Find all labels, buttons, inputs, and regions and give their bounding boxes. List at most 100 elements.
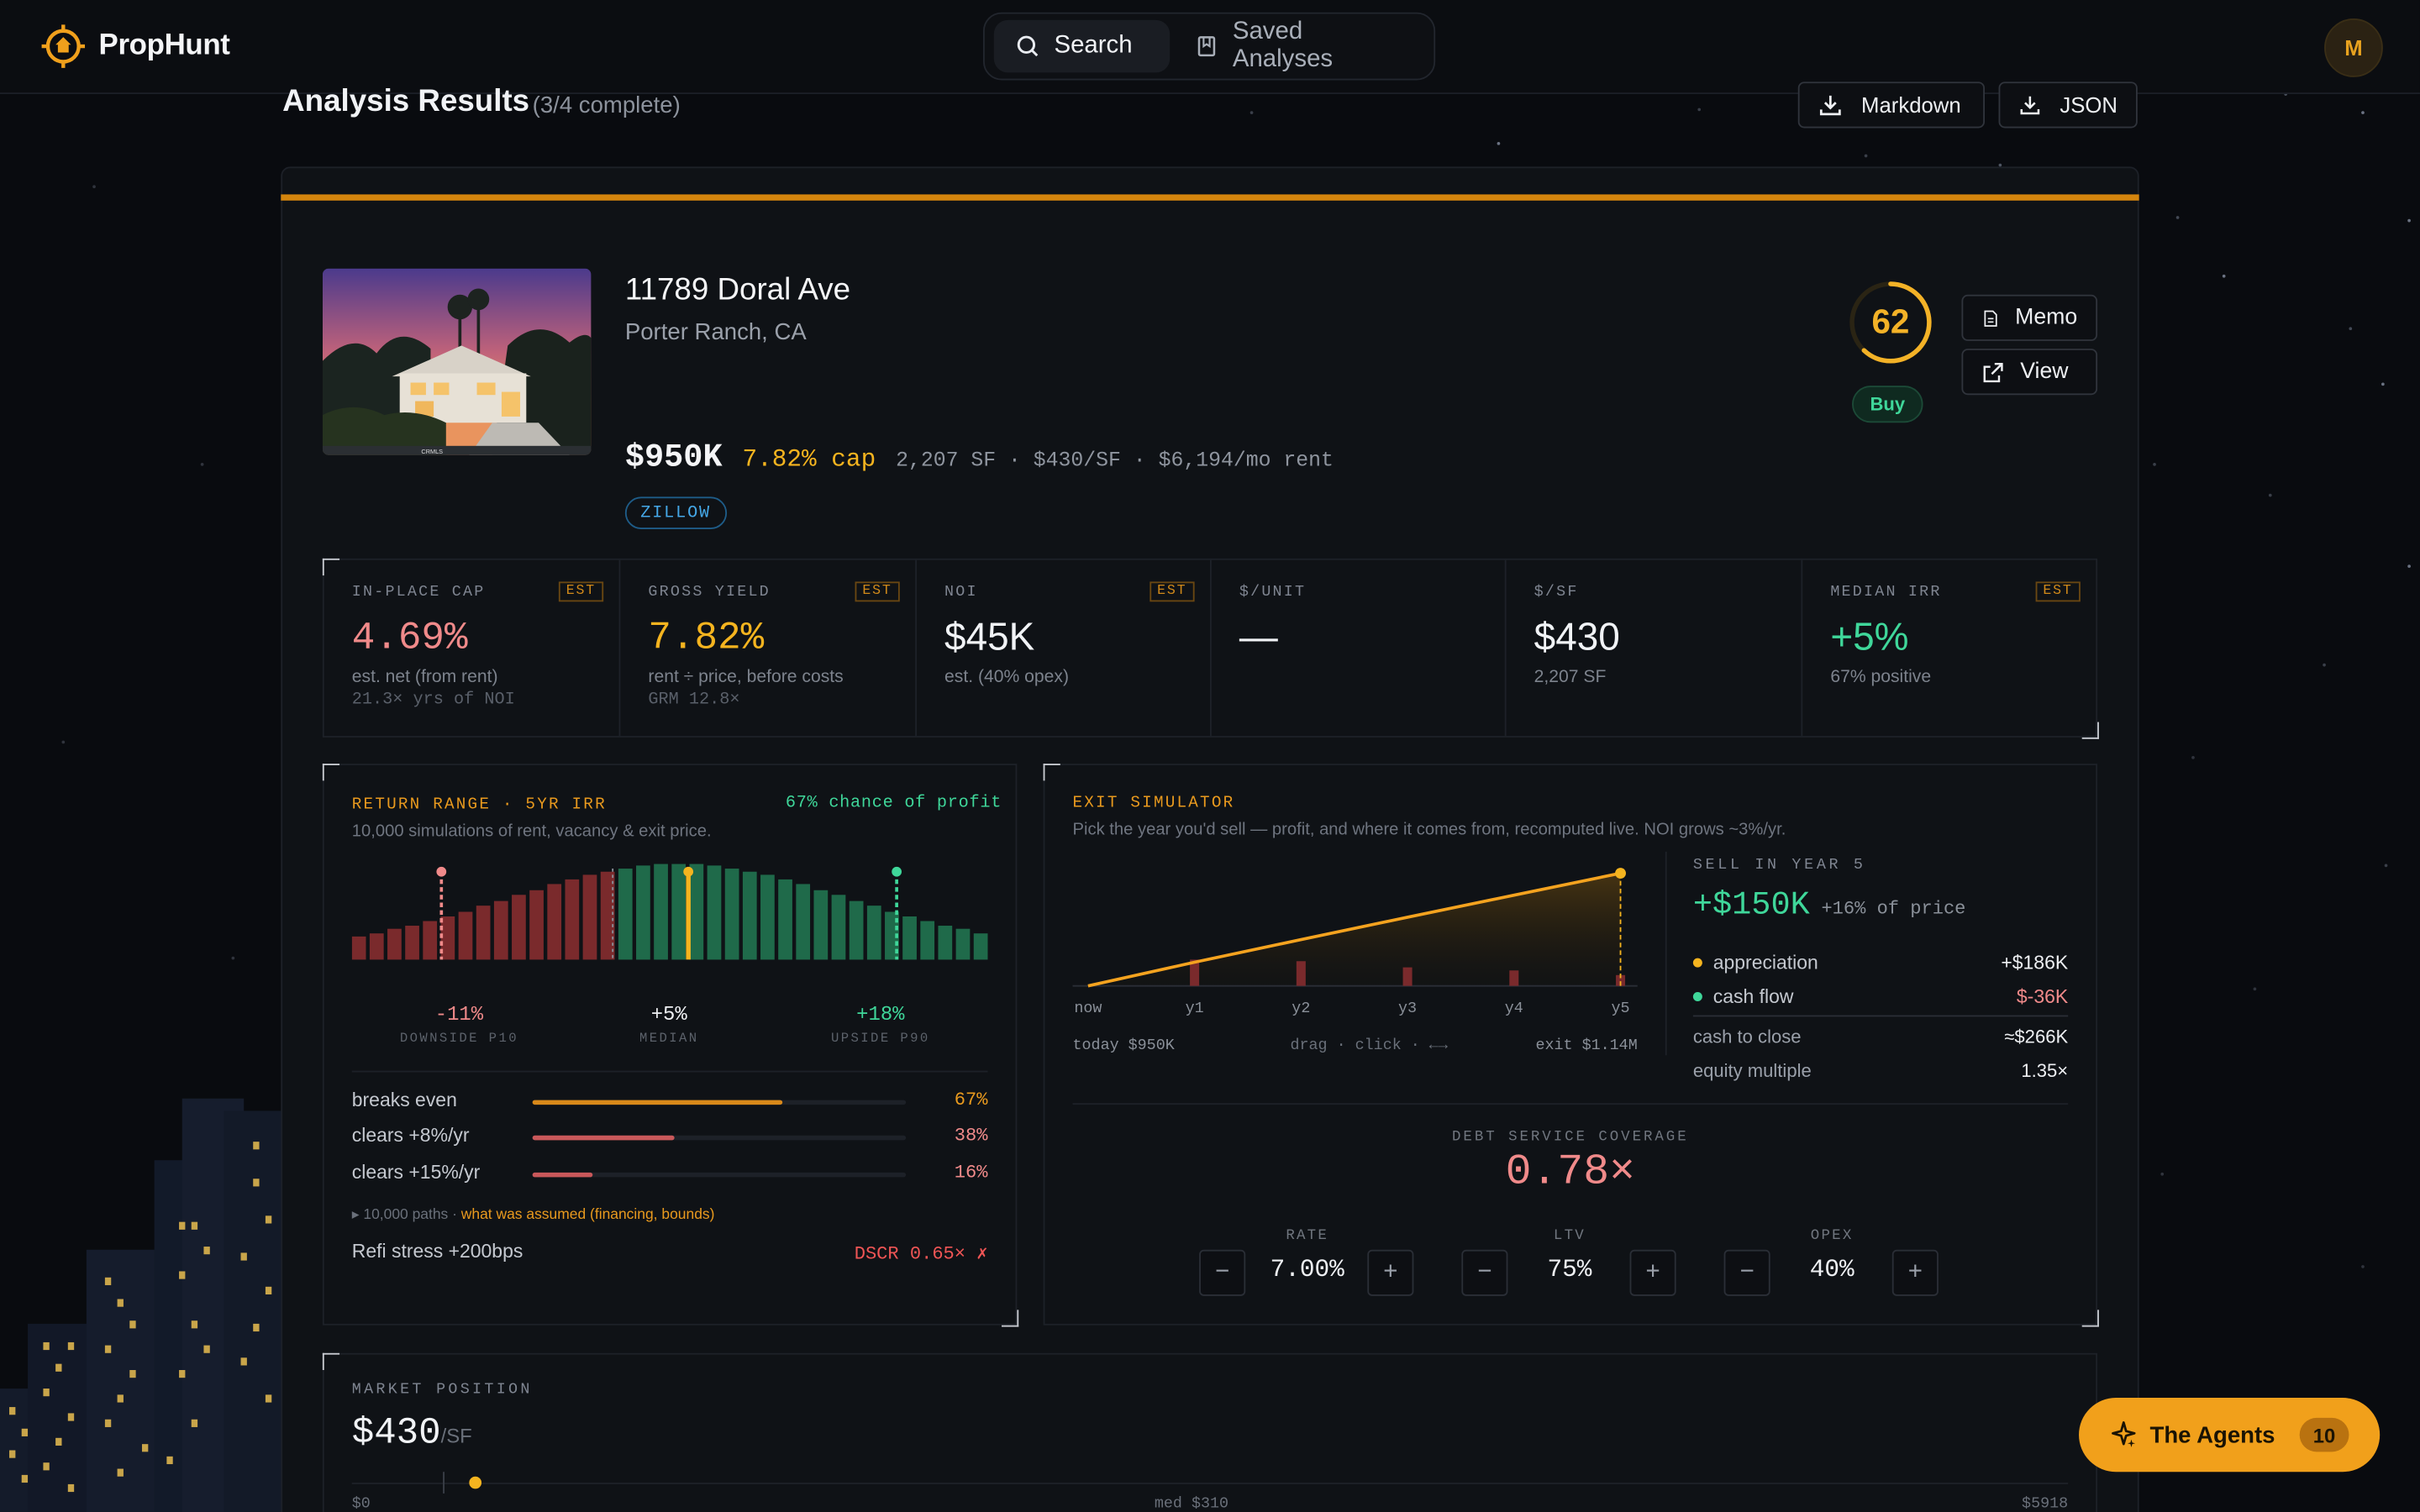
irr-histogram[interactable] <box>351 861 988 963</box>
document-icon <box>1984 309 1997 326</box>
median-marker <box>443 1472 445 1494</box>
ltv-stepper: LTV − 75% + <box>1461 1226 1677 1299</box>
probability-fill <box>532 1172 592 1178</box>
tab-saved-analyses[interactable]: Saved Analyses <box>1173 18 1426 72</box>
today-value: today $950K <box>1072 1038 1175 1056</box>
memo-label: Memo <box>2015 305 2078 331</box>
rate-value[interactable]: 7.00% <box>1270 1256 1344 1284</box>
user-avatar[interactable]: M <box>2324 18 2383 77</box>
cashflow-label: cash flow <box>1712 985 1794 1008</box>
probability-track <box>532 1172 907 1178</box>
cashflow-bar <box>1616 974 1626 986</box>
market-max: $5918 <box>2022 1496 2069 1512</box>
histogram-bar <box>405 926 419 960</box>
histogram-bar <box>512 895 526 960</box>
median-value: +5% <box>650 1002 687 1026</box>
x-tick-label: y1 <box>1186 1000 1204 1017</box>
p90-marker-dot <box>892 866 902 877</box>
est-badge: EST <box>2035 581 2081 602</box>
corner-mark <box>322 558 340 576</box>
market-median: med $310 <box>1154 1496 1229 1512</box>
p10-marker-dot <box>436 866 447 877</box>
card-accent-bar <box>281 194 2139 201</box>
histogram-bar <box>849 900 864 960</box>
p90-label: UPSIDE P90 <box>831 1030 930 1047</box>
exit-simulator-title: EXIT SIMULATOR <box>1072 794 1235 813</box>
histogram-bar <box>885 911 899 960</box>
est-badge: EST <box>855 581 900 602</box>
histogram-bar <box>369 933 384 960</box>
metric-in-place-cap: IN-PLACE CAP EST 4.69% est. net (from re… <box>324 559 621 737</box>
probability-pct: 16% <box>954 1162 988 1184</box>
top-header: PropHunt Search Saved Analyses M <box>0 0 2420 95</box>
external-link-icon <box>1983 362 2003 382</box>
metric-value: +5% <box>1830 615 1909 659</box>
metric-label: NOI <box>944 585 978 602</box>
metric-note-secondary: GRM 12.8× <box>648 690 740 710</box>
agents-button[interactable]: The Agents 10 <box>2079 1398 2381 1473</box>
price-row: $950K 7.82% cap 2,207 SF · $430/SF · $6,… <box>625 441 1334 476</box>
metric-value: — <box>1239 615 1278 659</box>
app-logo[interactable]: PropHunt <box>40 24 230 70</box>
equity-multiple-value: 1.35× <box>2021 1059 2069 1082</box>
metric-note: est. (40% opex) <box>944 668 1070 687</box>
metric-value: 7.82% <box>648 615 765 661</box>
opex-value[interactable]: 40% <box>1809 1256 1854 1284</box>
metric-value: $45K <box>944 615 1035 659</box>
histogram-bar <box>600 871 615 960</box>
page-progress: (3/4 complete) <box>532 92 681 119</box>
app-name: PropHunt <box>98 29 230 62</box>
view-button[interactable]: View <box>1961 349 2098 396</box>
x-tick-label: now <box>1074 1000 1102 1017</box>
return-range-subtitle: 10,000 simulations of rent, vacancy & ex… <box>351 822 712 842</box>
property-photo[interactable]: CRMLS <box>322 268 592 455</box>
exit-simulator-panel <box>1043 764 2098 1326</box>
corner-mark <box>2081 1310 2099 1327</box>
ltv-decrease-button[interactable]: − <box>1461 1249 1508 1296</box>
profit-summary: +$150K +16% of price <box>1693 889 1966 924</box>
dscr-label: DEBT SERVICE COVERAGE <box>1452 1127 1689 1145</box>
market-position-dot[interactable] <box>469 1476 482 1489</box>
memo-button[interactable]: Memo <box>1961 294 2098 341</box>
exit-chart[interactable]: now y1 y2 y3 y4 y5 <box>1072 856 1644 1020</box>
export-markdown-button[interactable]: Markdown <box>1797 81 1985 129</box>
tab-search[interactable]: Search <box>993 19 1171 73</box>
assumptions-toggle[interactable]: ▸ 10,000 paths · what was assumed (finan… <box>352 1206 715 1223</box>
main-nav: Search Saved Analyses <box>982 12 1436 81</box>
rate-decrease-button[interactable]: − <box>1199 1249 1246 1296</box>
opex-stepper: OPEX − 40% + <box>1723 1226 1940 1299</box>
histogram-bar <box>387 928 402 960</box>
histogram-bar <box>476 906 491 960</box>
market-price-per-sf: $430/SF <box>352 1413 472 1455</box>
equity-multiple-row: equity multiple 1.35× <box>1693 1060 2068 1082</box>
opex-decrease-button[interactable]: − <box>1723 1249 1770 1296</box>
histogram-bar <box>493 900 508 960</box>
median-label: MEDIAN <box>639 1030 699 1047</box>
histogram-bar <box>778 879 792 960</box>
market-min: $0 <box>351 1496 371 1512</box>
assumptions-link[interactable]: what was assumed (financing, bounds) <box>460 1206 715 1224</box>
opex-increase-button[interactable]: + <box>1891 1249 1939 1296</box>
photo-watermark: CRMLS <box>421 448 443 455</box>
metric-median-irr: MEDIAN IRR EST +5% 67% positive <box>1802 560 2096 736</box>
rate-increase-button[interactable]: + <box>1367 1249 1414 1296</box>
probability-pct: 38% <box>954 1124 988 1147</box>
histogram-bar <box>813 890 829 960</box>
cashflow-value: $-36K <box>2016 985 2069 1008</box>
source-badge[interactable]: ZILLOW <box>624 496 727 529</box>
divider <box>351 1070 988 1073</box>
metric-noi: NOI EST $45K est. (40% opex) <box>917 559 1212 737</box>
p10-value: -11% <box>434 1002 484 1026</box>
metric-per-sf: $/SF $430 2,207 SF <box>1507 559 1803 737</box>
appreciation-label: appreciation <box>1712 952 1818 974</box>
histogram-bar <box>423 921 438 960</box>
ltv-value[interactable]: 75% <box>1547 1256 1592 1284</box>
rate-label: RATE <box>1286 1226 1329 1244</box>
metric-value: 4.69% <box>351 615 468 661</box>
exit-simulator-subtitle: Pick the year you'd sell — profit, and w… <box>1072 821 1786 840</box>
histogram-bar <box>636 865 650 960</box>
export-json-button[interactable]: JSON <box>1998 81 2138 129</box>
property-price: $950K <box>624 441 723 477</box>
probability-track <box>532 1135 907 1141</box>
ltv-increase-button[interactable]: + <box>1629 1249 1676 1296</box>
